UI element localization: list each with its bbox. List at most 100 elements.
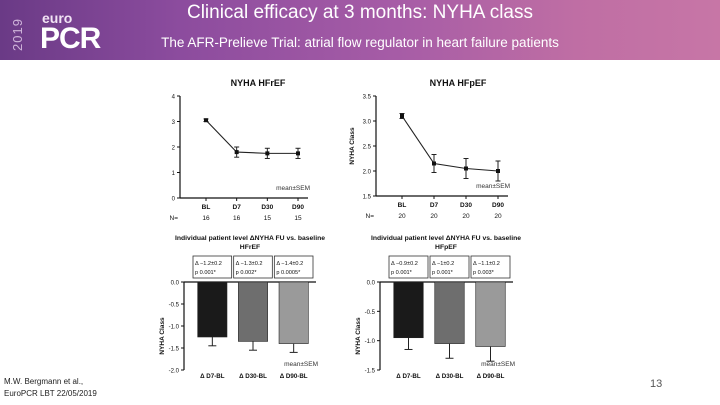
chart4-stat-box xyxy=(470,255,511,279)
chart3-stat-box xyxy=(192,255,233,279)
chart2-x-tick-label: D90 xyxy=(492,202,504,209)
chart3-stat-p: p 0.002* xyxy=(236,270,258,276)
chart3-stat-delta: Δ −1.4±0.2 xyxy=(276,261,303,267)
chart1-n-value: 16 xyxy=(233,215,241,222)
slide-subtitle: The AFR-Prelieve Trial: atrial flow regu… xyxy=(161,35,559,50)
chart2-data-point xyxy=(432,161,436,166)
chart2-y-label: NYHA Class xyxy=(349,127,356,165)
chart4-stat-p: p 0.001* xyxy=(391,270,413,276)
chart4-annotation: mean±SEM xyxy=(481,361,515,368)
chart3-bar xyxy=(238,281,268,342)
chart4-x-tick-label: Δ D30-BL xyxy=(436,373,464,380)
chart2-n-value: 20 xyxy=(430,213,438,220)
chart4-stat-delta: Δ −1.1±0.2 xyxy=(473,261,500,267)
chart1-n-value: 15 xyxy=(294,215,302,222)
chart4-stat-p: p 0.001* xyxy=(432,270,454,276)
slide-title: Clinical efficacy at 3 months: NYHA clas… xyxy=(186,2,533,23)
chart1-y-tick-label: 3 xyxy=(172,120,176,126)
chart1-data-point xyxy=(234,150,239,155)
slide-header: 2019 euro PCR Clinical efficacy at 3 mon… xyxy=(0,0,720,60)
chart2-n-value: 20 xyxy=(494,213,502,220)
chart2-y-tick-label: 2.5 xyxy=(363,145,372,151)
chart3-y-tick-label: -0.5 xyxy=(169,303,180,309)
chart4-stat-delta: Δ −0.9±0.2 xyxy=(391,261,418,267)
chart3-x-tick-label: Δ D30-BL xyxy=(239,373,267,380)
chart2-series-line xyxy=(401,115,499,172)
chart2-data-point xyxy=(464,166,468,171)
chart4-y-label: NYHA Class xyxy=(355,317,362,355)
chart4-x-tick-label: Δ D90-BL xyxy=(477,373,505,380)
chart4-y-tick-label: 0.0 xyxy=(367,281,376,287)
chart3-y-tick-label: -2.0 xyxy=(169,369,180,375)
chart1-x-tick-label: D90 xyxy=(292,204,304,211)
chart3-x-tick-label: Δ D90-BL xyxy=(280,373,308,380)
europcr-logo: 2019 euro PCR xyxy=(8,6,118,55)
chart4-y-tick-label: -1.5 xyxy=(365,369,376,375)
chart4-stat-p: p 0.003* xyxy=(473,270,495,276)
chart4-y-tick-label: -1.0 xyxy=(365,339,376,345)
chart3-stat-p: p 0.0005* xyxy=(276,270,301,276)
chart4-bar xyxy=(393,281,424,339)
chart1-x-tick-label: BL xyxy=(202,204,211,211)
chart1-annotation: mean±SEM xyxy=(276,185,310,192)
chart3-bar xyxy=(278,281,309,344)
chart3-stat-delta: Δ −1.2±0.2 xyxy=(195,261,222,267)
chart1-y-tick-label: 4 xyxy=(172,95,176,101)
chart3-y-tick-label: -1.5 xyxy=(169,347,180,353)
chart3-x-tick-label: Δ D7-BL xyxy=(200,373,225,380)
chart1-n-value: 15 xyxy=(264,215,272,222)
logo-euro: euro xyxy=(42,10,73,26)
chart4-bar xyxy=(434,281,465,344)
chart2-title: NYHA HFpEF xyxy=(430,78,487,88)
citation-authors: M.W. Bergmann et al., xyxy=(4,377,84,386)
citation-source: EuroPCR LBT 22/05/2019 xyxy=(4,389,97,398)
chart1-y-label: NYHA Class xyxy=(158,128,160,166)
chart3-subtitle: HFrEF xyxy=(240,244,260,251)
chart1-x-tick-label: D7 xyxy=(233,204,242,211)
chart3-title: Individual patient level ΔNYHA FU vs. ba… xyxy=(175,235,325,242)
chart2-n-value: 20 xyxy=(462,213,470,220)
chart3-stat-box xyxy=(233,255,273,279)
chart3-y-tick-label: 0.0 xyxy=(171,281,180,287)
chart1-x-tick-label: D30 xyxy=(261,204,273,211)
chart1-n-label: N= xyxy=(170,215,179,222)
chart4-y-tick-label: -0.5 xyxy=(365,310,376,316)
chart1-title: NYHA HFrEF xyxy=(231,78,286,88)
chart4-stat-box xyxy=(388,255,429,279)
chart2-n-value: 20 xyxy=(398,213,406,220)
chart4-title: Individual patient level ΔNYHA FU vs. ba… xyxy=(371,235,521,242)
chart1-data-point xyxy=(204,118,208,123)
chart2-y-tick-label: 3.5 xyxy=(363,95,372,101)
chart4-stat-box xyxy=(429,255,470,279)
chart4-subtitle: HFpEF xyxy=(435,244,457,251)
chart3-stat-p: p 0.001* xyxy=(195,270,217,276)
chart2-data-point xyxy=(400,114,404,118)
chart4-bar xyxy=(475,281,506,347)
chart2-data-point xyxy=(496,169,500,173)
chart3-y-label: NYHA Class xyxy=(159,317,166,355)
chart4-x-tick-label: Δ D7-BL xyxy=(396,373,421,380)
chart3-stat-box xyxy=(273,255,314,279)
chart2-x-tick-label: D7 xyxy=(430,202,439,209)
chart1-y-tick-label: 0 xyxy=(172,197,176,203)
chart1-y-tick-label: 1 xyxy=(172,171,176,177)
chart2-y-tick-label: 1.5 xyxy=(363,195,372,201)
chart2-n-label: N= xyxy=(366,213,375,220)
chart1-n-value: 16 xyxy=(202,215,210,222)
chart1-series-line xyxy=(205,119,298,154)
nyha-figure: NYHA HFrEF 0 1 2 3 4 NYHA Class BL 16 D7 16 D30 15 D9… xyxy=(158,78,521,380)
chart2-x-tick-label: D30 xyxy=(460,202,472,209)
page-number: 13 xyxy=(650,378,663,390)
citation: M.W. Bergmann et al., EuroPCR LBT 22/05/… xyxy=(4,376,97,400)
chart4-stat-delta: Δ −1±0.2 xyxy=(432,261,454,267)
logo-pcr: PCR xyxy=(40,22,101,55)
chart2-y-tick-label: 3.0 xyxy=(363,120,372,126)
chart3-annotation: mean±SEM xyxy=(284,361,318,368)
chart3-stat-delta: Δ −1.3±0.2 xyxy=(236,261,263,267)
chart1-data-point xyxy=(265,151,270,156)
chart2-annotation: mean±SEM xyxy=(476,183,510,190)
chart3-y-tick-label: -1.0 xyxy=(169,325,180,331)
chart1-y-tick-label: 2 xyxy=(172,146,176,152)
chart3-bar xyxy=(197,281,228,338)
chart2-y-tick-label: 2.0 xyxy=(363,170,372,176)
